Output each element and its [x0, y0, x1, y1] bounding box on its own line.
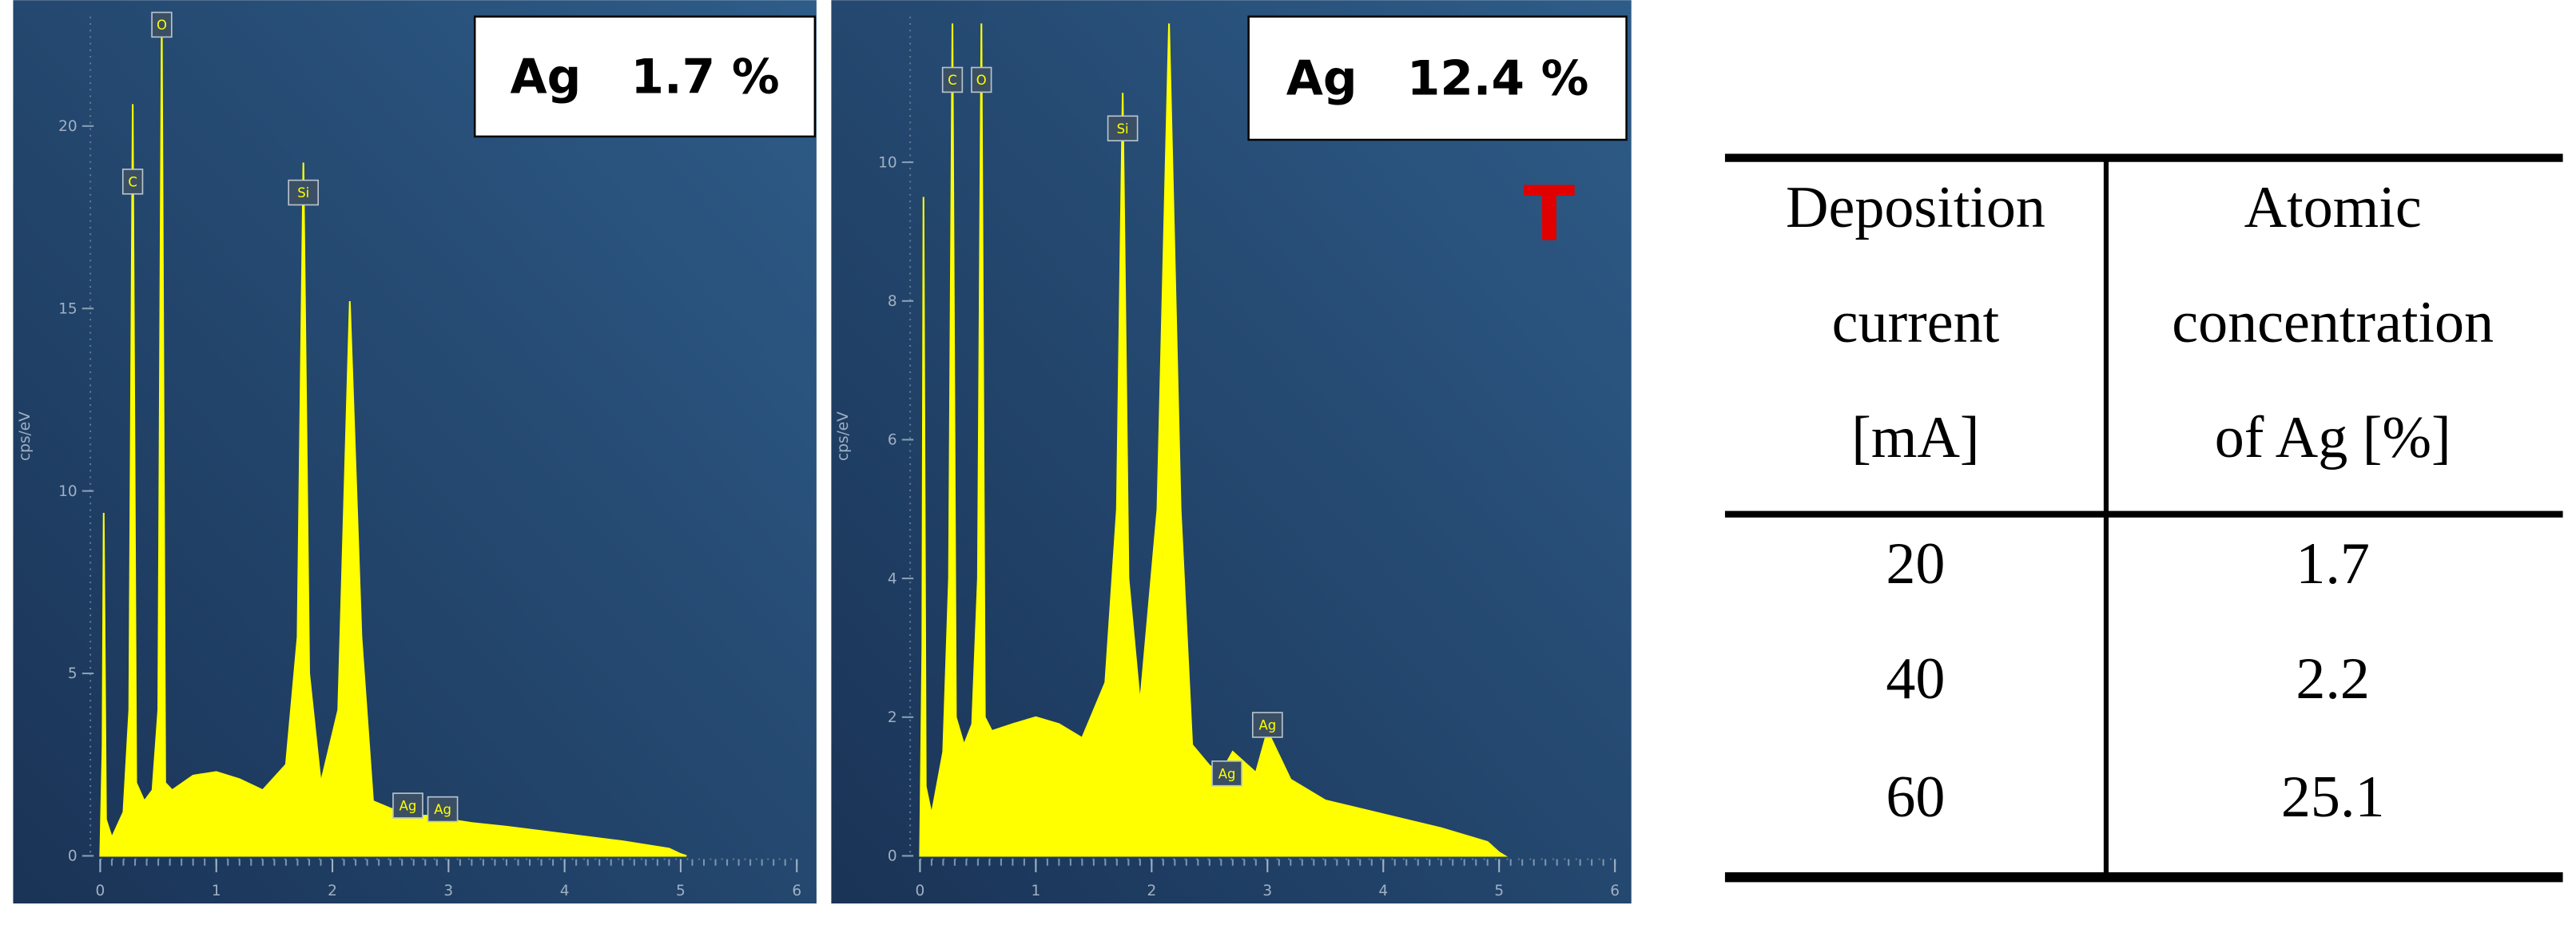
- annotation: Ag 12.4 %: [1286, 51, 1589, 106]
- y-tick-label: 15: [58, 300, 78, 317]
- x-tick-label: 3: [1262, 883, 1272, 899]
- y-tick-label: 6: [888, 432, 897, 449]
- y-tick-label: 4: [888, 570, 897, 587]
- y-axis-label: cps/eV: [835, 411, 852, 461]
- x-tick-label: 1: [212, 883, 221, 899]
- y-tick-label: 2: [888, 709, 897, 726]
- peak-label-box: [1251, 712, 1283, 738]
- spectrum-area: [919, 23, 1509, 857]
- peak-label-box: [971, 66, 992, 93]
- annotation-box: [1247, 15, 1628, 141]
- table-header: [mA]: [1851, 405, 1979, 470]
- x-tick-label: 0: [96, 883, 105, 899]
- x-tick-label: 5: [1494, 883, 1504, 899]
- peak-label: Ag: [434, 802, 451, 817]
- x-tick-label: 3: [443, 883, 453, 899]
- peak-label: Ag: [1258, 718, 1276, 733]
- peak-label: C: [948, 73, 956, 88]
- table-cell: 1.7: [2296, 531, 2370, 597]
- y-tick-label: 20: [58, 118, 78, 135]
- x-tick-label: 4: [1378, 883, 1388, 899]
- peak-label: C: [128, 175, 137, 190]
- peak-label-box: [1107, 115, 1139, 141]
- peak-label-box: [121, 169, 144, 195]
- peak-label-box: [427, 796, 459, 823]
- table-cell: 20: [1886, 531, 1945, 597]
- x-tick-label: 4: [560, 883, 570, 899]
- peak-label-box: [941, 66, 964, 93]
- y-tick-label: 0: [888, 848, 897, 865]
- table-cell: 60: [1886, 764, 1945, 830]
- y-tick-label: 5: [68, 665, 78, 682]
- peak-label: Si: [1117, 121, 1129, 137]
- peak-label: Si: [297, 185, 309, 200]
- y-tick-label: 10: [58, 483, 78, 500]
- peak-label: Ag: [400, 799, 417, 814]
- table-header: of Ag [%]: [2215, 405, 2451, 470]
- table-header: Deposition: [1786, 175, 2045, 240]
- peak-label-box: [392, 792, 423, 819]
- annotation: Ag 1.7 %: [510, 50, 779, 105]
- x-tick-label: 2: [1147, 883, 1156, 899]
- peak-label: Ag: [1218, 766, 1236, 781]
- peak-label: O: [976, 73, 987, 88]
- x-tick-label: 0: [916, 883, 925, 899]
- spectrum-area: [99, 16, 687, 857]
- table-cell: 2.2: [2296, 646, 2370, 712]
- peak-label: O: [157, 18, 167, 33]
- table-header: current: [1832, 290, 2000, 355]
- y-tick-label: 0: [68, 848, 78, 865]
- x-tick-label: 2: [328, 883, 337, 899]
- peak-label-box: [151, 11, 173, 38]
- y-tick-label: 8: [888, 293, 897, 310]
- table-header: concentration: [2172, 290, 2494, 355]
- table-cell: 25.1: [2281, 764, 2385, 830]
- plot-background: [13, 0, 817, 904]
- y-tick-label: 10: [878, 154, 897, 171]
- x-tick-label: 6: [1610, 883, 1620, 899]
- peak-label-box: [1211, 760, 1242, 787]
- x-tick-label: 5: [676, 883, 686, 899]
- table-cell: 40: [1886, 646, 1945, 712]
- annotation-box: [473, 15, 817, 138]
- marker: T: [1524, 170, 1576, 258]
- y-axis-label: cps/eV: [17, 411, 34, 461]
- table-header: Atomic: [2244, 175, 2422, 240]
- peak-label-box: [288, 179, 320, 206]
- x-tick-label: 1: [1031, 883, 1040, 899]
- x-tick-label: 6: [792, 883, 801, 899]
